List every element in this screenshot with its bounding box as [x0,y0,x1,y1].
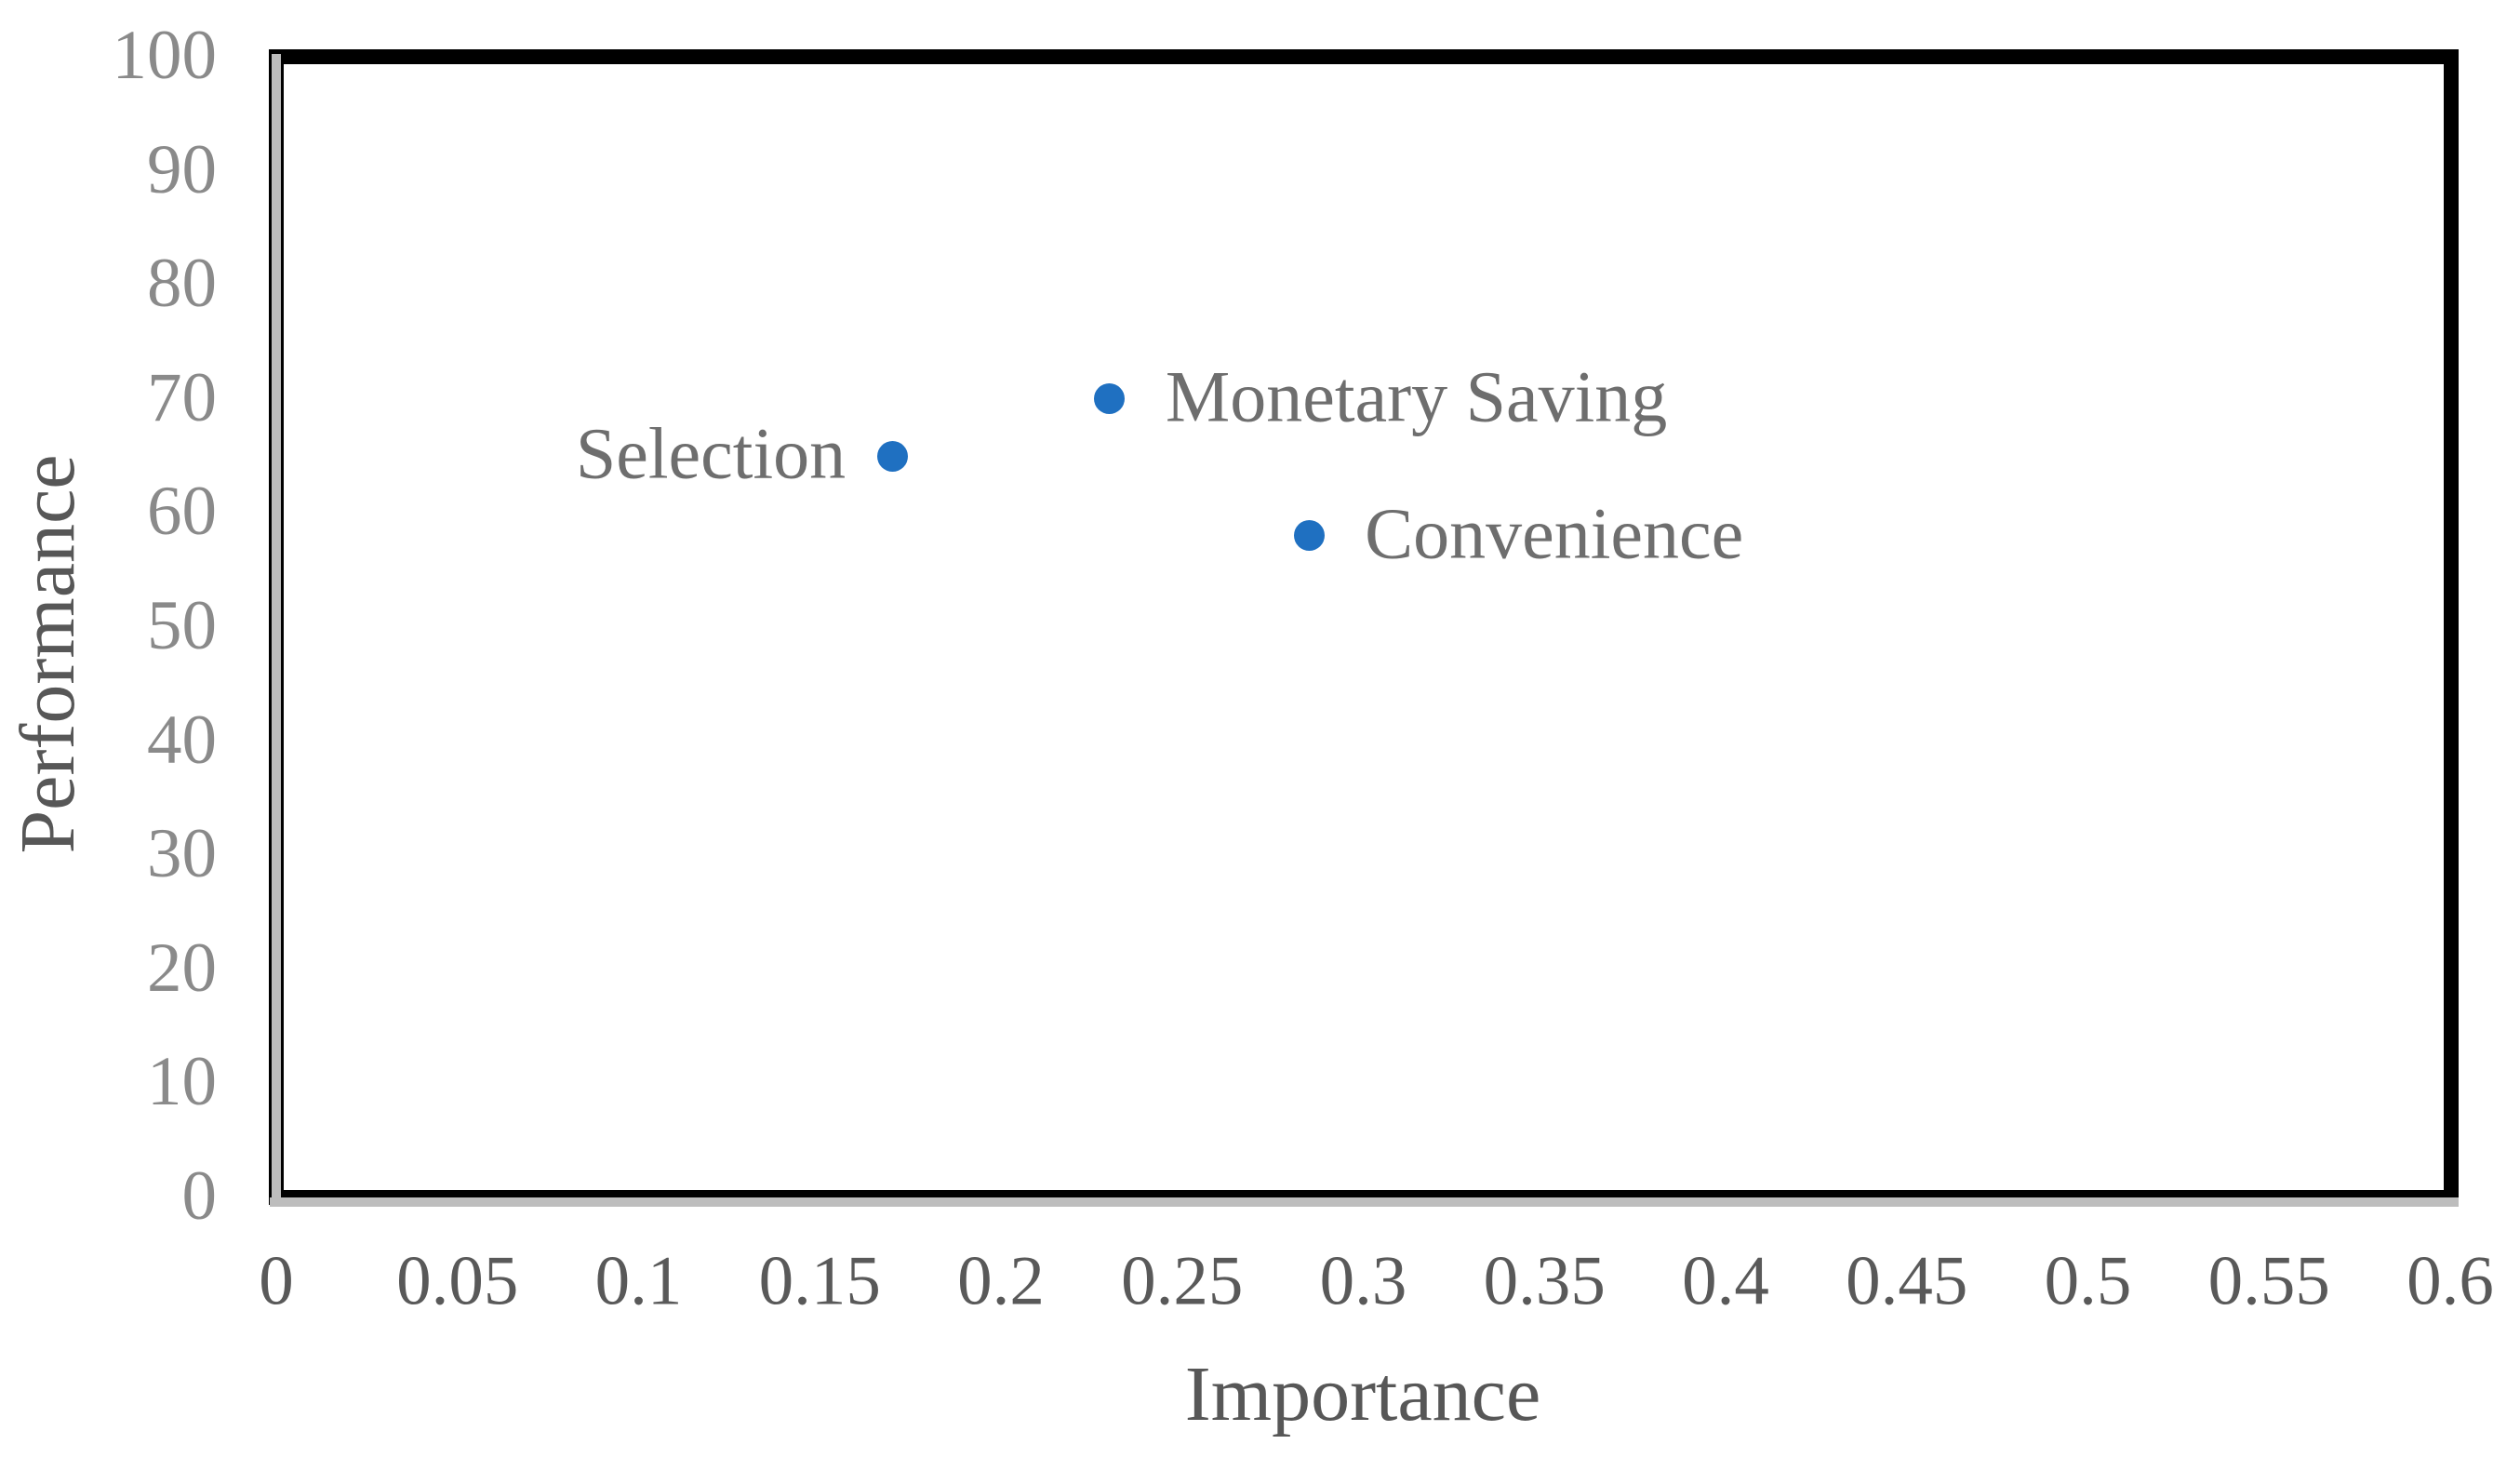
y-tick-label-0: 0 [181,1157,218,1235]
y-tick-label-20: 20 [147,929,217,1007]
x-tick-label-0-3: 0.3 [1319,1242,1407,1320]
x-tick-label-0-25: 0.25 [1121,1242,1244,1320]
data-point-label-monetary-saving: Monetary Saving [1165,355,1668,437]
plot-area-border [269,49,2459,1205]
x-tick-label-0-4: 0.4 [1682,1242,1769,1320]
y-tick-label-10: 10 [147,1043,217,1121]
x-axis-title: Importance [1184,1351,1541,1438]
x-tick-label-0-55: 0.55 [2207,1242,2330,1320]
data-point-label-convenience: Convenience [1365,492,1744,574]
x-tick-label-0-05: 0.05 [396,1242,519,1320]
x-axis-line [270,1197,2459,1207]
data-point-monetary-saving [1094,383,1126,415]
data-point-convenience [1293,520,1325,552]
x-tick-label-0-2: 0.2 [957,1242,1045,1320]
x-tick-label-0-5: 0.5 [2044,1242,2132,1320]
y-tick-label-80: 80 [147,245,217,323]
x-tick-label-0-6: 0.6 [2407,1242,2494,1320]
x-tick-label-0-35: 0.35 [1483,1242,1606,1320]
data-point-selection [876,440,908,472]
y-tick-label-40: 40 [147,701,217,779]
y-tick-label-60: 60 [147,473,217,551]
data-point-label-selection: Selection [575,412,847,494]
y-axis-title: Performance [5,454,91,854]
x-tick-label-0: 0 [259,1242,294,1320]
y-axis-line [272,54,281,1205]
y-tick-label-30: 30 [147,815,217,893]
y-tick-label-50: 50 [147,587,217,664]
y-tick-label-70: 70 [147,358,217,436]
x-tick-label-0-1: 0.1 [594,1242,683,1320]
y-tick-label-100: 100 [112,17,218,94]
x-tick-label-0-15: 0.15 [758,1242,881,1320]
y-tick-label-90: 90 [147,130,217,208]
x-tick-label-0-45: 0.45 [1846,1242,1968,1320]
